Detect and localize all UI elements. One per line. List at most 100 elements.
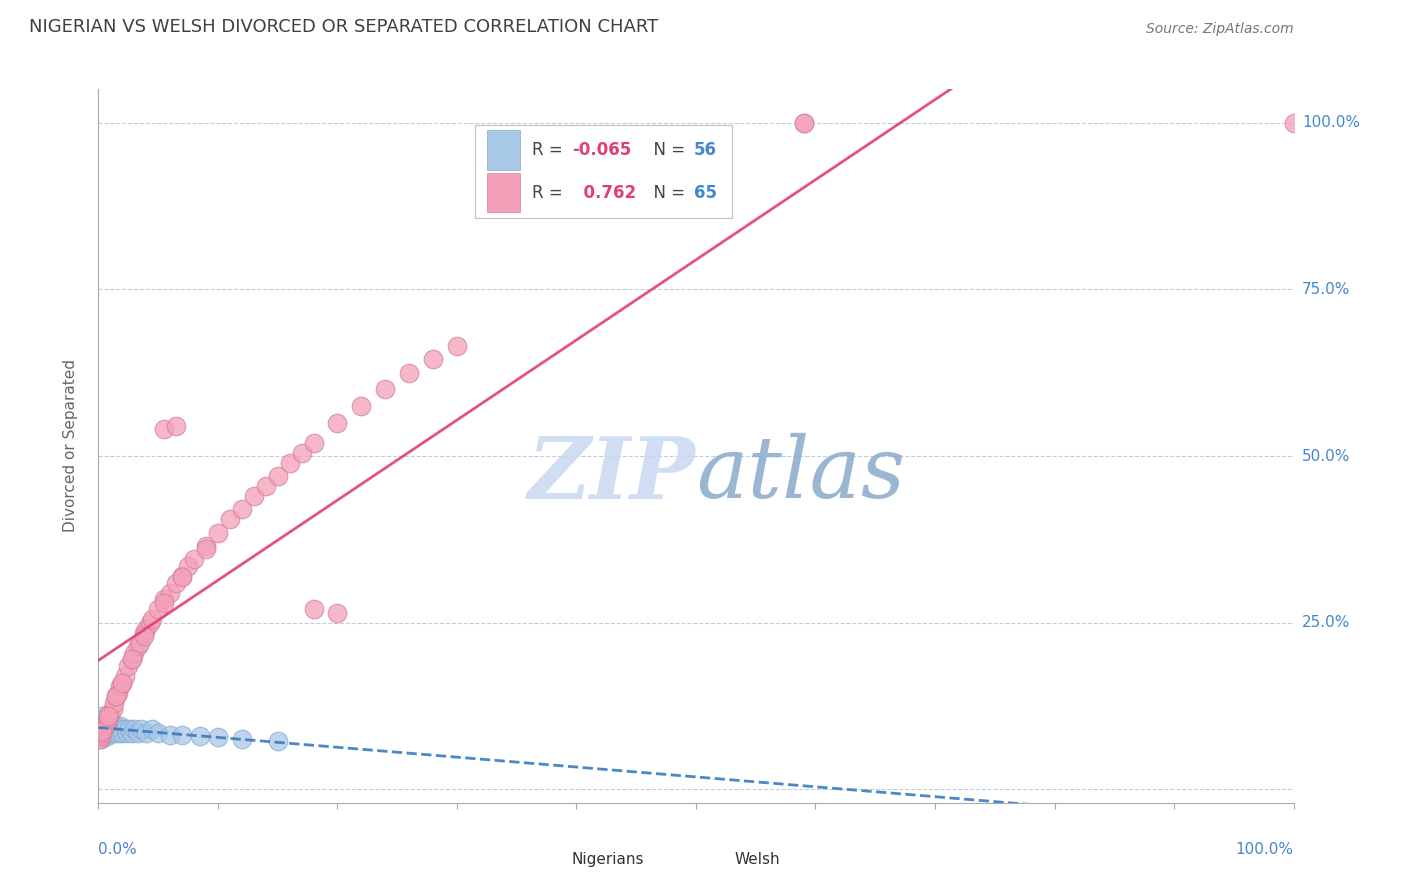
Point	[105, 689, 128, 703]
Point	[107, 686, 129, 700]
Text: 56: 56	[693, 141, 717, 159]
Point	[350, 399, 373, 413]
Point	[141, 723, 163, 737]
FancyBboxPatch shape	[486, 130, 520, 169]
Point	[117, 659, 139, 673]
Point	[132, 629, 155, 643]
Point	[89, 729, 111, 743]
Point	[100, 715, 122, 730]
Point	[159, 728, 181, 742]
Point	[111, 725, 134, 739]
Point	[91, 713, 114, 727]
Point	[139, 615, 162, 630]
Point	[118, 723, 141, 737]
Point	[135, 725, 157, 739]
Point	[97, 709, 120, 723]
Point	[124, 723, 146, 737]
Point	[108, 679, 131, 693]
Text: 0.762: 0.762	[572, 184, 636, 202]
Point	[254, 479, 277, 493]
Point	[90, 732, 112, 747]
Text: Nigerians: Nigerians	[572, 853, 644, 867]
FancyBboxPatch shape	[529, 848, 562, 881]
Text: Welsh: Welsh	[734, 853, 780, 867]
Point	[91, 729, 114, 743]
Point	[103, 723, 125, 737]
Point	[135, 623, 157, 637]
Text: N =: N =	[644, 184, 690, 202]
Text: Source: ZipAtlas.com: Source: ZipAtlas.com	[1146, 22, 1294, 37]
Point	[141, 612, 163, 626]
Point	[93, 715, 115, 730]
Point	[231, 502, 253, 516]
Point	[194, 539, 217, 553]
Point	[194, 542, 217, 557]
Point	[90, 719, 112, 733]
Point	[91, 723, 114, 737]
Point	[124, 646, 146, 660]
Point	[94, 715, 117, 730]
Text: R =: R =	[533, 141, 568, 159]
Point	[207, 731, 229, 745]
Point	[111, 675, 134, 690]
Point	[148, 725, 170, 739]
Point	[94, 719, 117, 733]
Point	[1282, 115, 1305, 129]
Point	[302, 435, 325, 450]
Text: 100.0%: 100.0%	[1236, 842, 1294, 856]
Point	[101, 702, 124, 716]
Point	[89, 715, 111, 730]
Point	[398, 366, 420, 380]
Text: 75.0%: 75.0%	[1302, 282, 1350, 297]
Point	[111, 675, 134, 690]
Point	[98, 723, 121, 737]
Point	[97, 713, 120, 727]
Point	[153, 422, 176, 436]
Point	[267, 734, 290, 748]
Point	[374, 382, 396, 396]
Point	[91, 725, 114, 739]
Point	[121, 652, 143, 666]
Point	[91, 723, 114, 737]
Point	[422, 352, 444, 367]
Point	[90, 729, 112, 743]
Text: NIGERIAN VS WELSH DIVORCED OR SEPARATED CORRELATION CHART: NIGERIAN VS WELSH DIVORCED OR SEPARATED …	[30, 19, 658, 37]
FancyBboxPatch shape	[475, 125, 733, 218]
Point	[127, 725, 149, 739]
Point	[243, 489, 266, 503]
Point	[91, 719, 114, 733]
Point	[90, 713, 112, 727]
Point	[91, 709, 114, 723]
Point	[165, 419, 187, 434]
Point	[103, 696, 125, 710]
Point	[188, 729, 211, 743]
Point	[148, 602, 170, 616]
Point	[121, 652, 143, 666]
Point	[302, 602, 325, 616]
Text: 100.0%: 100.0%	[1302, 115, 1360, 130]
Point	[110, 723, 132, 737]
Point	[98, 709, 121, 723]
Point	[91, 725, 114, 739]
Point	[100, 723, 122, 737]
Text: atlas: atlas	[696, 434, 905, 516]
Point	[96, 723, 118, 737]
Point	[108, 719, 131, 733]
Point	[121, 725, 143, 739]
Text: 25.0%: 25.0%	[1302, 615, 1350, 631]
Point	[326, 416, 349, 430]
Text: -0.065: -0.065	[572, 141, 631, 159]
Point	[172, 570, 194, 584]
Text: 0.0%: 0.0%	[98, 842, 138, 856]
Point	[129, 636, 152, 650]
Point	[107, 723, 129, 737]
Point	[153, 592, 176, 607]
Point	[793, 115, 815, 129]
FancyBboxPatch shape	[486, 173, 520, 212]
Point	[91, 723, 114, 738]
Point	[159, 585, 181, 599]
Point	[793, 115, 815, 129]
Text: N =: N =	[644, 141, 690, 159]
Point	[127, 639, 149, 653]
Point	[172, 569, 194, 583]
